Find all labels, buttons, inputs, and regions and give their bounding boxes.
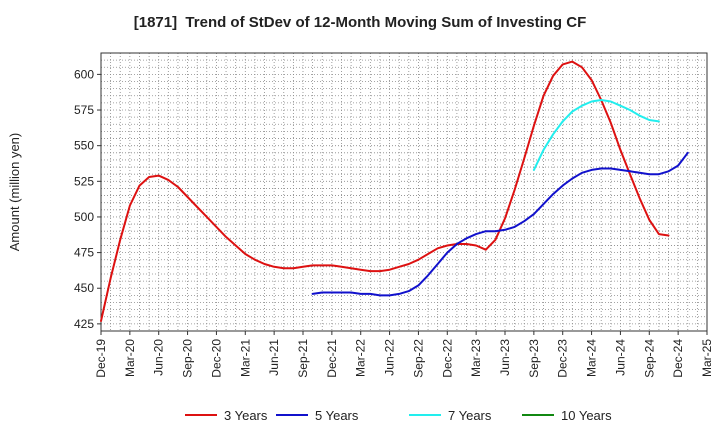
x-tick-label: Sep-23 xyxy=(527,339,541,378)
x-tick-label: Mar-25 xyxy=(700,339,714,377)
x-tick-label: Jun-22 xyxy=(383,339,397,376)
x-tick-label: Mar-20 xyxy=(123,339,137,377)
x-tick-label: Dec-24 xyxy=(671,339,685,378)
y-tick-label: 575 xyxy=(74,103,94,117)
chart-title: [1871] Trend of StDev of 12-Month Moving… xyxy=(133,14,587,31)
y-tick-label: 500 xyxy=(74,210,94,224)
legend-label: 3 Years xyxy=(224,408,268,423)
x-tick-label: Sep-22 xyxy=(411,339,425,378)
x-tick-label: Sep-24 xyxy=(642,339,656,378)
plot-area xyxy=(101,53,707,331)
series-line-7-years xyxy=(532,99,660,171)
y-tick-label: 550 xyxy=(74,139,94,153)
x-tick-label: Jun-23 xyxy=(498,339,512,376)
x-tick-label: Jun-21 xyxy=(267,339,281,376)
series-line-3-years xyxy=(100,60,670,322)
y-tick-label: 475 xyxy=(74,246,94,260)
series-line-5-years xyxy=(311,151,689,297)
x-tick-label: Dec-19 xyxy=(94,339,108,378)
y-tick-label: 450 xyxy=(74,281,94,295)
x-tick-label: Dec-20 xyxy=(209,339,223,378)
x-tick-label: Mar-22 xyxy=(354,339,368,377)
x-tick-label: Mar-21 xyxy=(238,339,252,377)
y-tick-label: 525 xyxy=(74,174,94,188)
x-tick-label: Sep-20 xyxy=(181,339,195,378)
x-tick-label: Dec-23 xyxy=(556,339,570,378)
plot-frame xyxy=(100,52,708,332)
x-tick-label: Mar-23 xyxy=(469,339,483,377)
x-tick-label: Sep-21 xyxy=(296,339,310,378)
y-axis-title: Amount (million yen) xyxy=(7,133,22,252)
y-tick-label: 425 xyxy=(74,317,94,331)
legend-label: 7 Years xyxy=(448,408,492,423)
x-tick-label: Dec-22 xyxy=(440,339,454,378)
legend-label: 10 Years xyxy=(561,408,612,423)
x-tick-label: Mar-24 xyxy=(585,339,599,377)
y-tick-label: 600 xyxy=(74,67,94,81)
x-tick-label: Jun-24 xyxy=(613,339,627,376)
legend-label: 5 Years xyxy=(315,408,359,423)
x-tick-label: Dec-21 xyxy=(325,339,339,378)
x-tick-label: Jun-20 xyxy=(152,339,166,376)
